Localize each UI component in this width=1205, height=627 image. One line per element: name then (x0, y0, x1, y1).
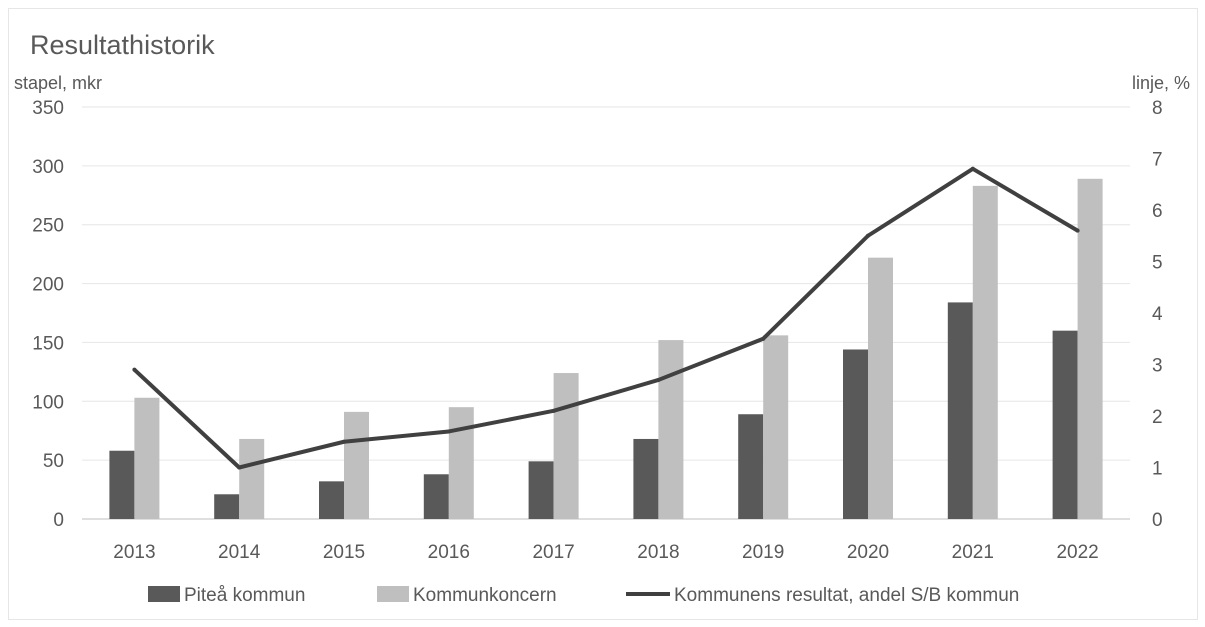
bars (109, 178, 1103, 519)
bar (423, 474, 449, 519)
line-point (656, 377, 661, 382)
y-tick-label: 300 (32, 157, 64, 178)
y2-tick-label: 1 (1152, 459, 1163, 480)
x-tick-label: 2013 (113, 542, 155, 563)
y2-tick-label: 0 (1152, 510, 1163, 531)
legend: Piteå kommun Kommunkoncern Kommunens resul… (148, 585, 1019, 606)
y2-tick-label: 3 (1152, 356, 1163, 377)
x-tick-label: 2019 (742, 542, 784, 563)
bar (553, 373, 579, 519)
bar (239, 438, 265, 519)
x-axis-ticks: 2013 2014 2015 2016 2017 2018 2019 2020 2021 2022 (113, 542, 1098, 563)
bar (972, 185, 998, 519)
line-path (133, 166, 1079, 470)
x-tick-label: 2017 (532, 542, 574, 563)
y2-tick-label: 8 (1152, 98, 1163, 119)
y2-tick-label: 6 (1152, 201, 1163, 222)
bar (763, 335, 789, 519)
line-series (132, 166, 1080, 470)
y2-tick-label: 2 (1152, 407, 1163, 428)
line-point (342, 439, 346, 444)
chart-frame (8, 8, 1198, 620)
bar (947, 302, 973, 519)
bar (658, 340, 684, 519)
legend-swatch (377, 586, 409, 602)
line-point (1075, 228, 1080, 233)
x-tick-label: 2021 (952, 542, 994, 563)
line-point (761, 336, 766, 341)
legend-swatch (148, 586, 180, 602)
bar (109, 450, 135, 519)
bar (134, 397, 160, 519)
legend-label: Piteå kommun (184, 585, 305, 606)
bar (633, 438, 659, 519)
bar (1052, 330, 1078, 519)
y2-tick-label: 7 (1152, 150, 1163, 171)
bar (344, 411, 369, 519)
bar (319, 481, 344, 519)
x-tick-label: 2022 (1056, 542, 1098, 563)
chart-title: Resultathistorik (30, 30, 215, 60)
x-tick-label: 2014 (218, 542, 261, 563)
y2-tick-label: 4 (1152, 304, 1163, 325)
legend-label: Kommunkoncern (413, 585, 557, 606)
y-tick-label: 150 (32, 333, 64, 354)
line-point (446, 429, 451, 434)
y-tick-label: 100 (32, 392, 64, 413)
y-tick-label: 50 (43, 451, 64, 472)
line-point (132, 367, 137, 372)
bar (1077, 178, 1103, 519)
y-axis-title: stapel, mkr (14, 73, 102, 93)
bar (528, 461, 554, 519)
y-tick-label: 0 (53, 510, 64, 531)
bar (738, 414, 764, 519)
y2-axis-title: linje, % (1132, 73, 1190, 93)
y-tick-label: 200 (32, 275, 64, 296)
x-tick-label: 2016 (428, 542, 470, 563)
x-tick-label: 2018 (637, 542, 679, 563)
bar (843, 349, 868, 519)
line-point (866, 233, 870, 238)
y-tick-label: 250 (32, 216, 64, 237)
line-point (551, 408, 556, 413)
line-point (237, 465, 242, 470)
y2-tick-label: 5 (1152, 253, 1163, 274)
y2-axis-ticks: 0 1 2 3 4 5 6 7 8 (1152, 98, 1163, 531)
x-tick-label: 2015 (323, 542, 365, 563)
bar (214, 494, 240, 519)
bar (868, 257, 893, 519)
y-tick-label: 350 (32, 98, 64, 119)
line-point (970, 166, 975, 171)
bar (448, 407, 474, 519)
x-tick-label: 2020 (847, 542, 889, 563)
legend-label: Kommunens resultat, andel S/B kommun (674, 585, 1019, 606)
y-axis-ticks: 0 50 100 150 200 250 300 350 (32, 98, 64, 531)
